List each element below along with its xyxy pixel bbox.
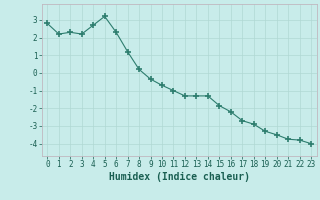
X-axis label: Humidex (Indice chaleur): Humidex (Indice chaleur): [109, 172, 250, 182]
